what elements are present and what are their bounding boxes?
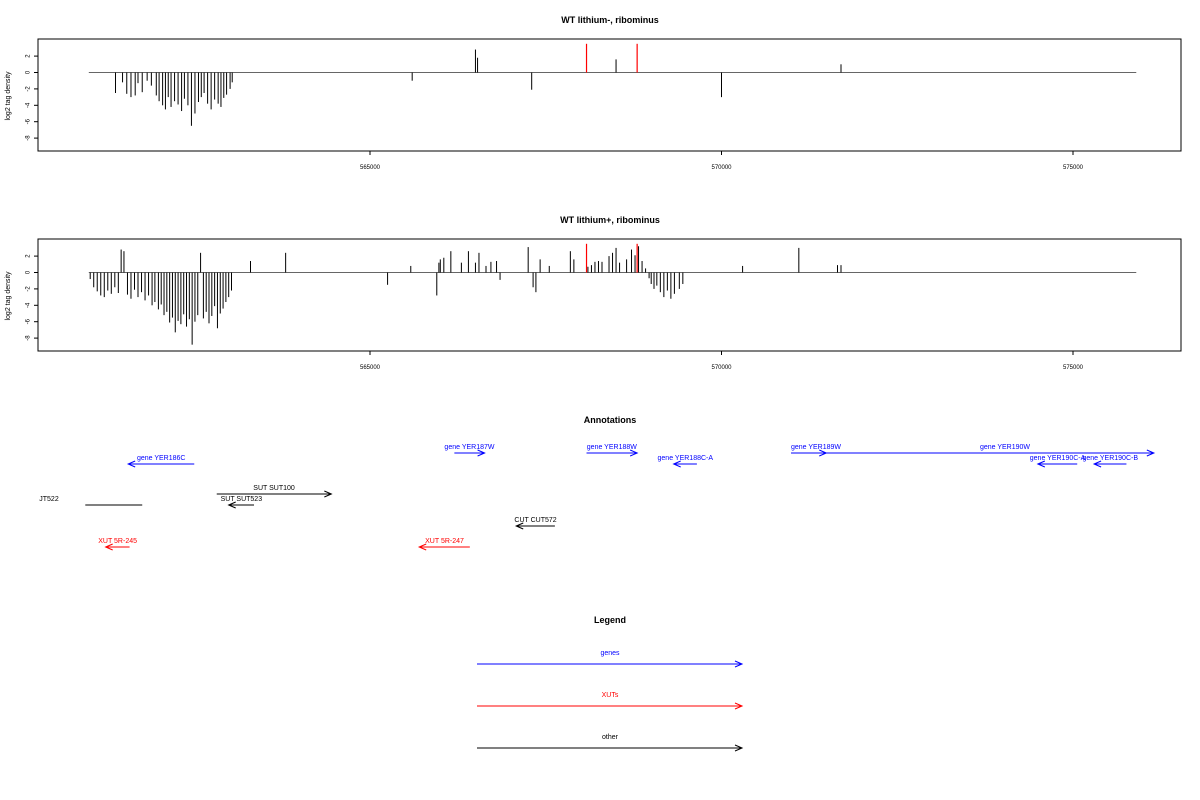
annotation-feature: gene YER190W xyxy=(791,444,1156,457)
panel-title: WT lithium-, ribominus xyxy=(561,15,659,25)
feature-label: gene YER188C-A xyxy=(658,455,714,462)
feature-label: gene YER190C-A xyxy=(1030,455,1086,462)
panel-title: WT lithium+, ribominus xyxy=(560,215,660,225)
y-tick-label: -6 xyxy=(26,118,32,124)
x-axis: 565000 570000 575000 xyxy=(360,151,1084,171)
y-tick-label: -2 xyxy=(26,86,32,92)
x-tick-label: 575000 xyxy=(1063,165,1084,171)
feature-label: JT522 xyxy=(39,496,59,503)
y-tick-label: -6 xyxy=(26,318,32,324)
y-tick-label: 2 xyxy=(26,254,32,258)
arrow-head xyxy=(629,449,639,457)
arrow-head xyxy=(126,460,136,468)
feature-label: SUT SUT100 xyxy=(253,485,295,492)
y-axis-label: log2 tag density xyxy=(5,71,12,121)
annotation-feature: XUT 5R-247 xyxy=(417,538,470,551)
coverage-bars xyxy=(88,43,1137,126)
annotation-feature: gene YER187W xyxy=(444,444,495,457)
y-tick-label: -4 xyxy=(26,102,32,108)
arrow-head xyxy=(734,702,744,710)
arrow-head xyxy=(324,490,333,498)
x-tick-label: 565000 xyxy=(360,165,381,171)
annotation-feature: gene YER186C xyxy=(126,455,195,468)
feature-label: gene YER188W xyxy=(587,444,637,451)
arrow-head xyxy=(734,744,744,752)
arrow-head xyxy=(1036,460,1046,468)
track-panel-lithium-plus: WT lithium+, ribominus log2 tag density … xyxy=(5,215,1182,371)
legend-label: other xyxy=(602,734,619,741)
legend-item: other xyxy=(477,734,744,752)
annotation-feature: SUT SUT523 xyxy=(221,496,263,509)
feature-label: gene YER190W xyxy=(980,444,1030,451)
legend-label: genes xyxy=(600,650,620,657)
arrow-head xyxy=(1092,460,1102,468)
feature-label: XUT 5R-247 xyxy=(425,538,464,545)
y-tick-label: 0 xyxy=(26,270,32,274)
arrow-head xyxy=(477,449,486,457)
arrow-head xyxy=(1146,449,1156,457)
annotation-feature: SUT SUT100 xyxy=(216,485,333,498)
y-tick-label: 2 xyxy=(26,54,32,58)
x-tick-label: 570000 xyxy=(711,165,732,171)
annotation-feature: gene YER188W xyxy=(586,444,639,457)
annotation-features: gene YER186C gene YER187W gene YER188W gene… xyxy=(39,444,1156,551)
arrow-head xyxy=(672,460,681,468)
y-axis-label: log2 tag density xyxy=(5,271,12,321)
legend-label: XUTs xyxy=(602,692,619,699)
legend: Legend genes XUTs other xyxy=(477,615,744,752)
track-panel-lithium-minus: WT lithium-, ribominus log2 tag density … xyxy=(5,15,1182,171)
legend-items: genes XUTs other xyxy=(477,650,744,752)
annotation-feature: gene YER190C-A xyxy=(1030,455,1086,468)
plot-frame xyxy=(37,38,1182,152)
feature-label: gene YER187W xyxy=(444,444,494,451)
legend-item: XUTs xyxy=(477,692,744,710)
x-tick-label: 570000 xyxy=(711,365,732,371)
feature-label: gene YER190C-B xyxy=(1082,455,1138,462)
y-tick-label: -8 xyxy=(26,135,32,141)
x-tick-label: 575000 xyxy=(1063,365,1084,371)
arrow-head xyxy=(514,522,524,530)
annotations-title: Annotations xyxy=(584,415,637,425)
y-tick-label: -2 xyxy=(26,286,32,292)
legend-item: genes xyxy=(477,650,744,668)
arrow-head xyxy=(104,543,113,551)
feature-label: CUT CUT572 xyxy=(514,517,556,524)
x-axis: 565000 570000 575000 xyxy=(360,351,1084,371)
y-tick-label: 0 xyxy=(26,70,32,74)
feature-label: gene YER186C xyxy=(137,455,186,462)
annotation-feature: gene YER190C-B xyxy=(1082,455,1138,468)
feature-label: gene YER189W xyxy=(791,444,841,451)
legend-title: Legend xyxy=(594,615,626,625)
y-tick-label: -4 xyxy=(26,302,32,308)
feature-label: SUT SUT523 xyxy=(221,496,263,503)
arrow-head xyxy=(734,660,744,668)
annotation-feature: XUT 5R-245 xyxy=(98,538,137,551)
annotation-feature: gene YER188C-A xyxy=(658,455,714,468)
x-tick-label: 565000 xyxy=(360,365,381,371)
y-tick-label: -8 xyxy=(26,335,32,341)
annotation-feature: JT522 xyxy=(39,496,143,506)
annotation-feature: CUT CUT572 xyxy=(514,517,557,530)
y-axis: 2 0 -2 -4 -6 -8 xyxy=(26,54,39,141)
arrow-head xyxy=(227,501,236,509)
feature-label: XUT 5R-245 xyxy=(98,538,137,545)
y-axis: 2 0 -2 -4 -6 -8 xyxy=(26,254,39,341)
arrow-head xyxy=(417,543,427,551)
annotation-feature: gene YER189W xyxy=(791,444,841,457)
coverage-bars xyxy=(88,243,1137,345)
